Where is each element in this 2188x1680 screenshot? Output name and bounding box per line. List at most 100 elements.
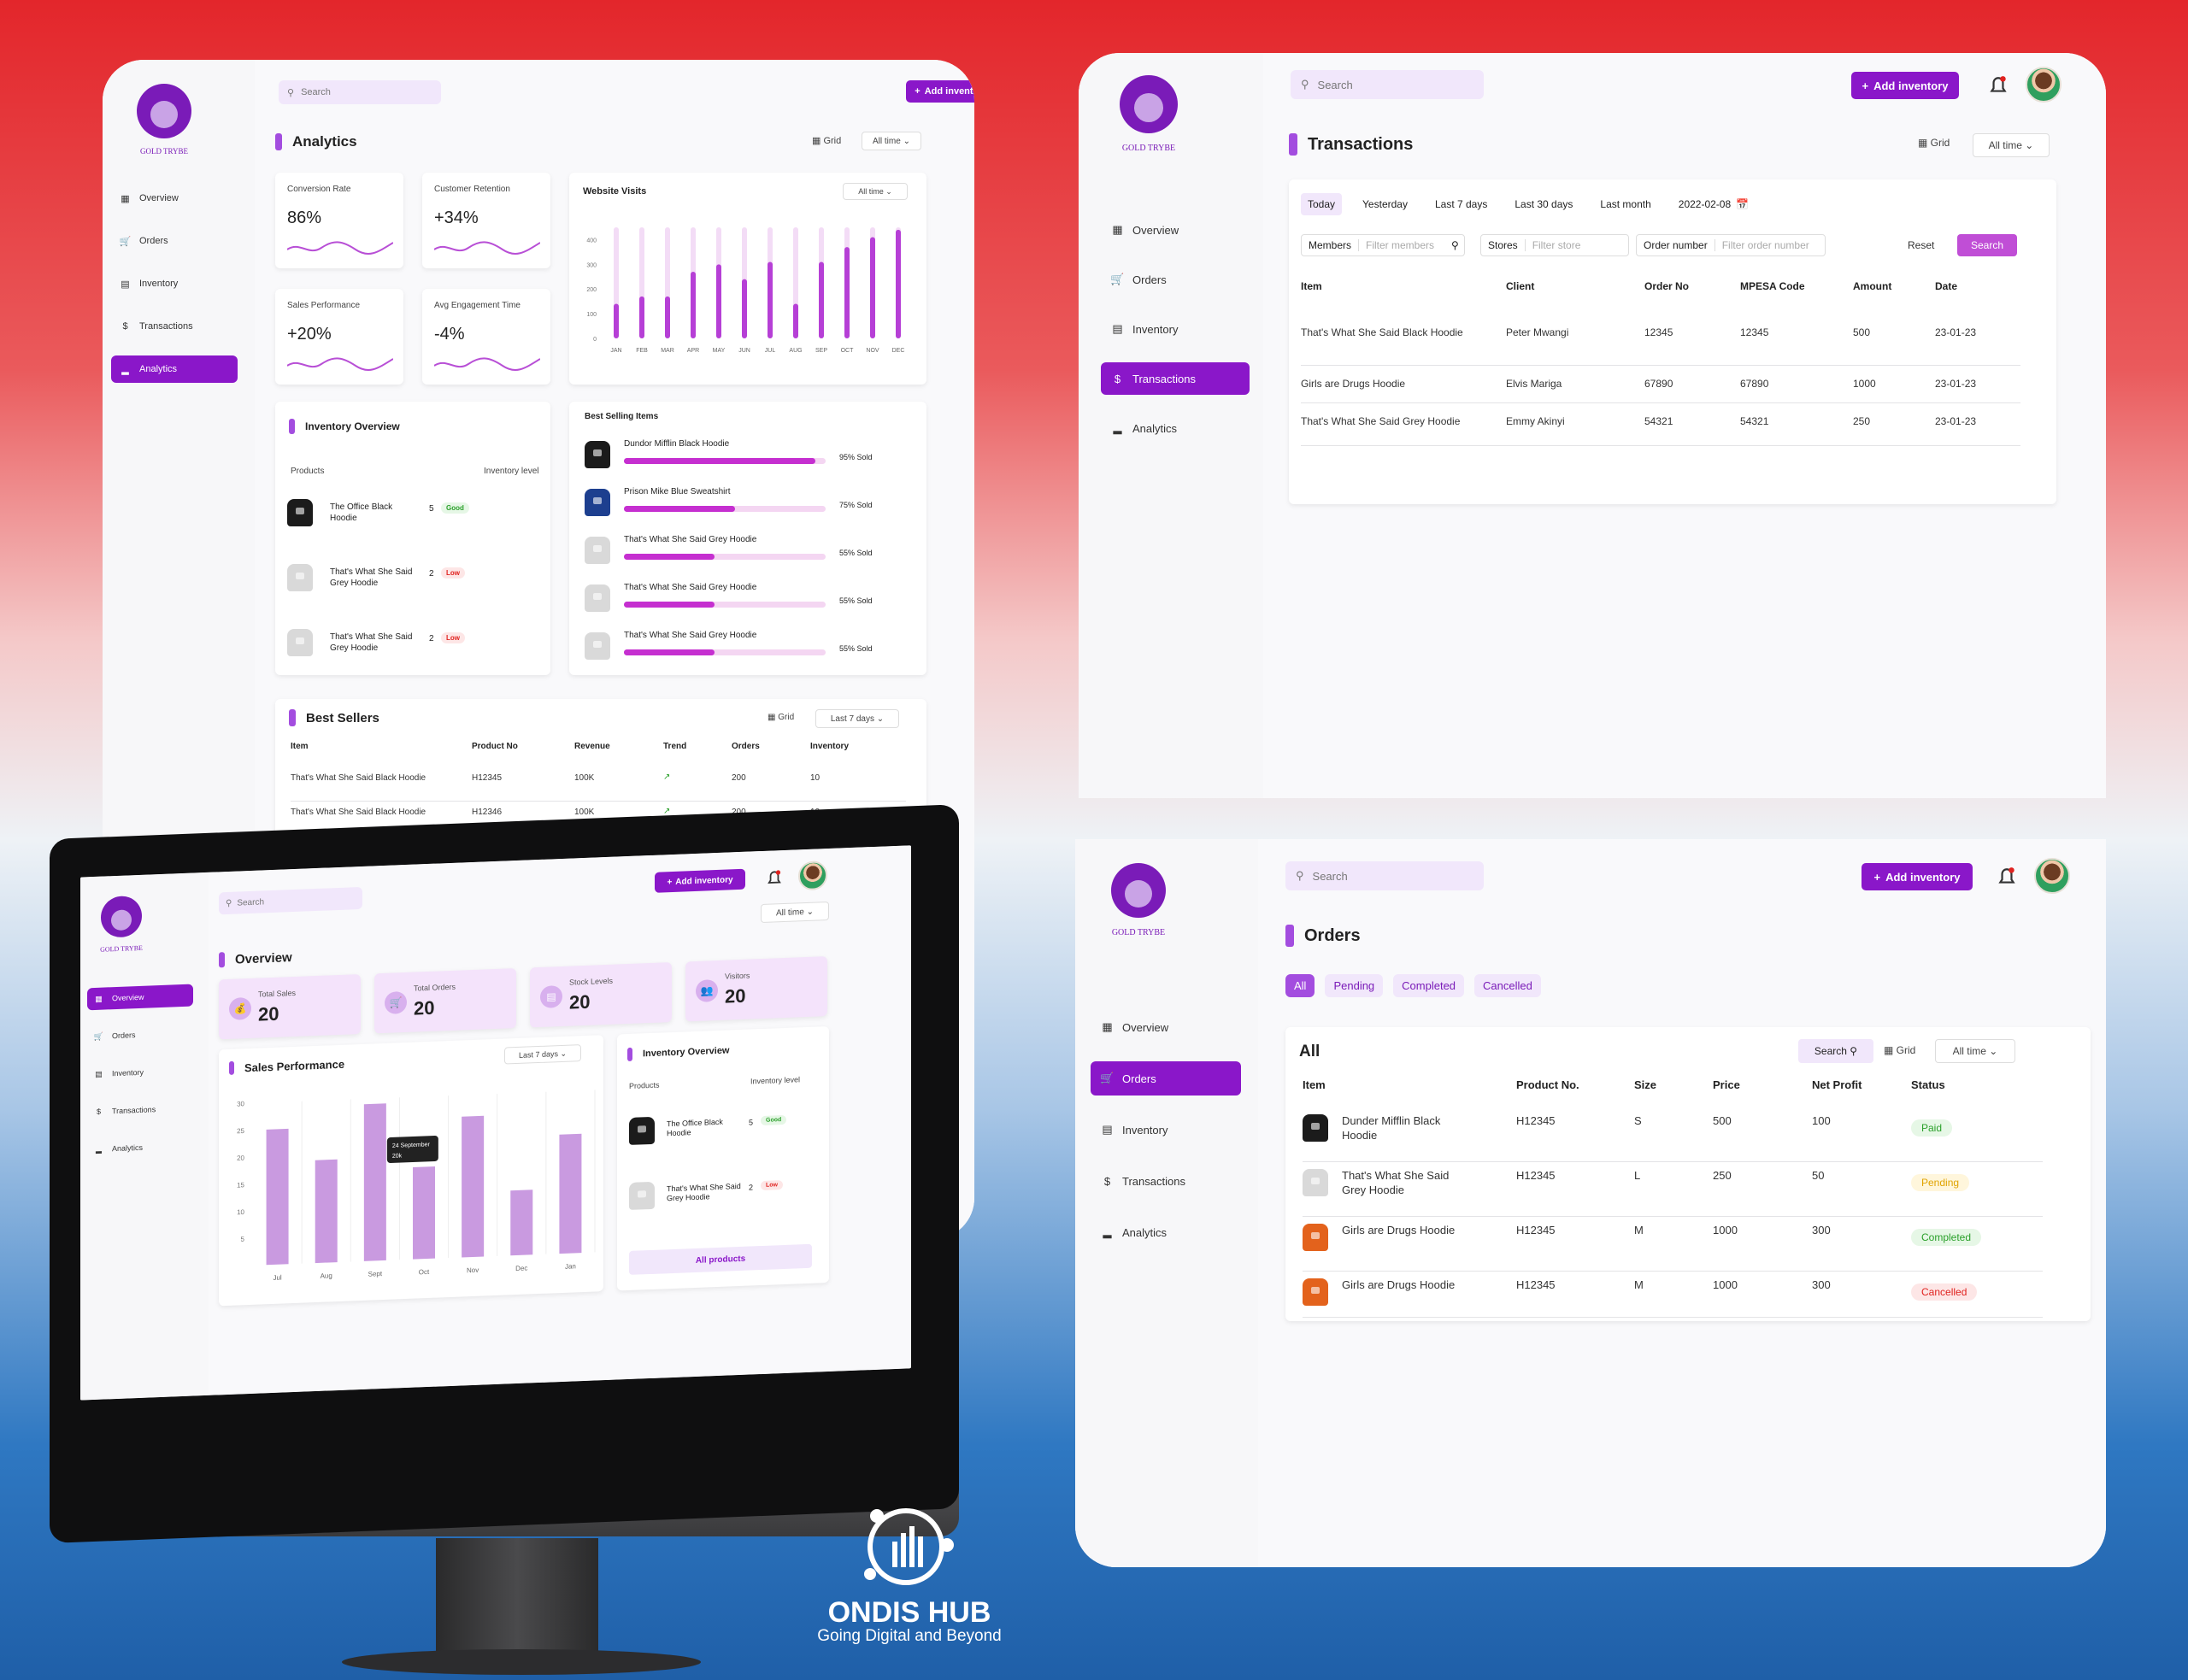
sidebar-item-overview[interactable]: ▦ Overview — [1101, 214, 1250, 246]
time-filter[interactable]: All time ⌄ — [862, 132, 921, 150]
avatar[interactable] — [798, 861, 827, 891]
list-item[interactable]: That's What She Said Grey Hoodie 2 Low — [287, 627, 535, 661]
sidebar-item-overview[interactable]: ▦ Overview — [87, 984, 193, 1011]
search-input[interactable]: ⚲ Search — [1291, 70, 1484, 99]
table-row[interactable]: Girls are Drugs Hoodie Elvis Mariga 67890 6… — [1301, 366, 2020, 403]
bell-icon[interactable] — [1990, 75, 2007, 96]
table-row[interactable]: Girls are Drugs Hoodie H12345 M 1000 300 Canc… — [1303, 1272, 2043, 1318]
period-tab[interactable]: Yesterday — [1362, 198, 1408, 210]
search-input[interactable]: ⚲ Search — [279, 80, 441, 104]
sidebar-item-analytics[interactable]: ▂ Analytics — [1101, 412, 1250, 444]
column-header[interactable]: Order No — [1644, 280, 1690, 292]
column-header[interactable]: Client — [1506, 280, 1535, 292]
sidebar-item-overview[interactable]: ▦ Overview — [111, 185, 238, 212]
list-item[interactable]: That's What She Said Grey Hoodie 55% Sold — [585, 583, 911, 617]
table-row[interactable]: That's What She Said Black Hoodie H12345 1… — [291, 767, 906, 802]
sidebar-item-inventory[interactable]: ▤ Inventory — [1091, 1113, 1241, 1147]
search-button[interactable]: Search — [1957, 234, 2017, 256]
sidebar-item-orders[interactable]: 🛒 Orders — [1101, 263, 1250, 296]
sidebar-item-inventory[interactable]: ▤ Inventory — [87, 1060, 193, 1086]
list-item[interactable]: Dundor Mifflin Black Hoodie 95% Sold — [585, 439, 911, 473]
column-header[interactable]: Orders — [732, 742, 760, 751]
column-header[interactable]: Product No. — [1516, 1078, 1579, 1091]
sidebar-item-orders[interactable]: 🛒 Orders — [111, 227, 238, 255]
grid-toggle[interactable]: ▦ Grid — [768, 713, 795, 722]
sidebar-item-transactions[interactable]: $ Transactions — [1091, 1164, 1241, 1198]
sidebar-item-analytics[interactable]: ▂ Analytics — [1091, 1215, 1241, 1249]
time-filter[interactable]: All time ⌄ — [1935, 1039, 2015, 1063]
sidebar-item-orders[interactable]: 🛒 Orders — [1091, 1061, 1241, 1096]
list-item[interactable]: That's What She Said Grey Hoodie 2 Low — [629, 1174, 817, 1215]
table-row[interactable]: Girls are Drugs Hoodie H12345 M 1000 300 Comp… — [1303, 1217, 2043, 1272]
add-inventory-button[interactable]: +Add inventory — [906, 80, 974, 103]
column-header[interactable]: Item — [291, 742, 309, 751]
orders-search[interactable]: Search ⚲ — [1798, 1039, 1873, 1063]
period-tab[interactable]: Last 7 days — [1434, 198, 1488, 210]
period-tab[interactable]: Today — [1301, 193, 1343, 215]
column-header[interactable]: Product No — [472, 742, 518, 751]
sidebar-item-orders[interactable]: 🛒 Orders — [87, 1022, 193, 1049]
avatar[interactable] — [2026, 67, 2062, 103]
order-number-filter[interactable]: Order number Filter order number — [1636, 234, 1826, 256]
list-item[interactable]: The Office Black Hoodie 5 Good — [287, 497, 535, 532]
sidebar-item-analytics[interactable]: ▂ Analytics — [87, 1135, 193, 1161]
tab-pending[interactable]: Pending — [1325, 974, 1384, 997]
list-item[interactable]: That's What She Said Grey Hoodie 2 Low — [287, 562, 535, 596]
bell-icon[interactable] — [768, 869, 781, 887]
column-header[interactable]: Item — [1303, 1078, 1326, 1091]
sidebar-item-analytics[interactable]: ▂ Analytics — [111, 355, 238, 383]
period-tab[interactable]: Last month — [1600, 198, 1651, 210]
list-item[interactable]: The Office Black Hoodie 5 Good — [629, 1109, 817, 1150]
list-item[interactable]: That's What She Said Grey Hoodie 55% Sold — [585, 535, 911, 569]
search-input[interactable]: ⚲ Search — [219, 886, 362, 915]
members-filter[interactable]: Members Filter members ⚲ — [1301, 234, 1465, 256]
table-row[interactable]: That's What She Said Grey Hoodie H12345 L 2… — [1303, 1162, 2043, 1217]
tab-all[interactable]: All — [1285, 974, 1315, 997]
column-header[interactable]: Status — [1911, 1078, 1945, 1091]
period-tab[interactable]: Last 30 days — [1515, 198, 1573, 210]
table-row[interactable]: That's What She Said Grey Hoodie Emmy Aki… — [1301, 403, 2020, 446]
grid-toggle[interactable]: ▦ Grid — [1918, 137, 1950, 149]
list-item[interactable]: Prison Mike Blue Sweatshirt 75% Sold — [585, 487, 911, 521]
sidebar-item-overview[interactable]: ▦ Overview — [1091, 1010, 1241, 1044]
time-filter[interactable]: All time ⌄ — [1973, 133, 2050, 157]
grid-toggle[interactable]: ▦ Grid — [812, 136, 842, 146]
column-header[interactable]: Date — [1935, 280, 1958, 292]
column-header[interactable]: Size — [1634, 1078, 1657, 1091]
column-header[interactable]: Trend — [663, 742, 687, 751]
table-cell: H12345 — [1516, 1224, 1556, 1237]
add-inventory-button[interactable]: +Add inventory — [1851, 72, 1959, 99]
add-inventory-button[interactable]: +Add inventory — [655, 868, 745, 893]
grid-toggle[interactable]: ▦ Grid — [1884, 1044, 1916, 1056]
sidebar-item-inventory[interactable]: ▤ Inventory — [111, 270, 238, 297]
tab-cancelled[interactable]: Cancelled — [1474, 974, 1541, 997]
search-input[interactable]: ⚲ Search — [1285, 861, 1484, 890]
column-header[interactable]: Revenue — [574, 742, 610, 751]
table-row[interactable]: That's What She Said Black Hoodie Peter M… — [1301, 314, 2020, 366]
column-header[interactable]: MPESA Code — [1740, 280, 1805, 292]
sidebar-item-inventory[interactable]: ▤ Inventory — [1101, 313, 1250, 345]
sidebar-item-transactions[interactable]: $ Transactions — [1101, 362, 1250, 395]
bell-icon[interactable] — [1998, 866, 2015, 887]
list-item[interactable]: That's What She Said Grey Hoodie 55% Sold — [585, 631, 911, 665]
column-header[interactable]: Amount — [1853, 280, 1892, 292]
period-tab[interactable]: 2022-02-08 📅 — [1678, 198, 1750, 210]
table-row[interactable]: Dunder Mifflin Black Hoodie H12345 S 500 100… — [1303, 1107, 2043, 1162]
stores-filter[interactable]: Stores Filter store — [1480, 234, 1629, 256]
tab-completed[interactable]: Completed — [1393, 974, 1465, 997]
reset-button[interactable]: Reset — [1908, 239, 1935, 251]
avatar[interactable] — [2034, 858, 2070, 894]
column-header[interactable]: Price — [1713, 1078, 1740, 1091]
sidebar-item-transactions[interactable]: $ Transactions — [87, 1097, 193, 1124]
time-filter[interactable]: All time ⌄ — [761, 901, 829, 924]
sidebar-item-transactions[interactable]: $ Transactions — [111, 313, 238, 340]
column-header[interactable]: Net Profit — [1812, 1078, 1862, 1091]
sales-time-filter[interactable]: Last 7 days ⌄ — [504, 1044, 581, 1065]
add-inventory-button[interactable]: +Add inventory — [1862, 863, 1973, 890]
inventory-overview-card: Inventory Overview Products Inventory le… — [275, 402, 550, 675]
column-header[interactable]: Item — [1301, 280, 1322, 292]
all-products-button[interactable]: All products — [629, 1243, 812, 1275]
best-sellers-filter[interactable]: Last 7 days ⌄ — [815, 709, 899, 728]
column-header[interactable]: Inventory — [810, 742, 850, 751]
visits-time-filter[interactable]: All time ⌄ — [843, 183, 908, 200]
